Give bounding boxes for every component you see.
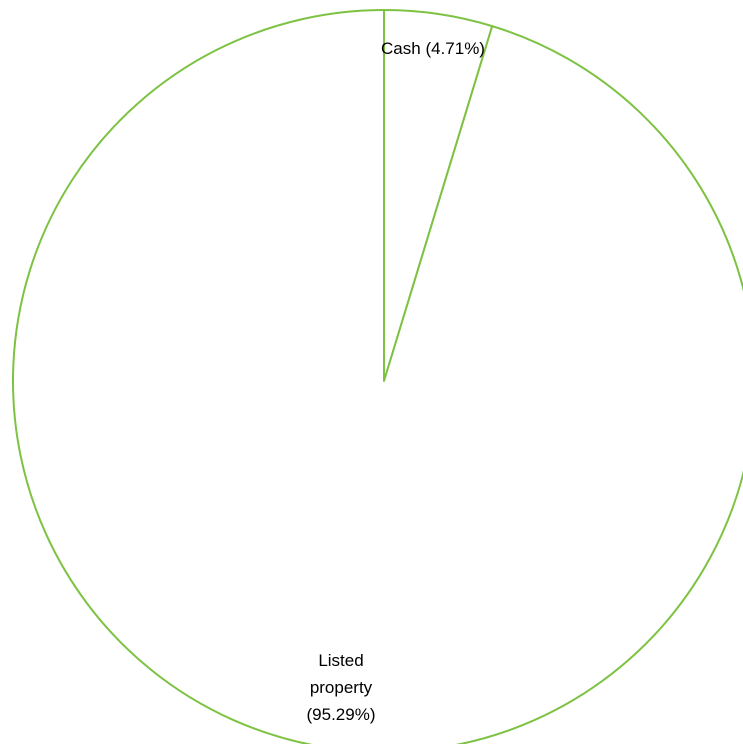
slice-label-line: Listed [318, 651, 363, 670]
pie-slice-1 [12, 9, 743, 744]
pie-slices [12, 9, 743, 744]
slice-label-line: property [310, 678, 373, 697]
slice-label-line: (95.29%) [307, 705, 376, 724]
slice-label-line: Cash (4.71%) [381, 39, 485, 58]
slice-label-0: Cash (4.71%) [381, 39, 485, 58]
slice-label-1: Listed property (95.29%) [307, 651, 376, 724]
pie-labels: Cash (4.71%) Listed property (95.29%) [307, 39, 485, 724]
